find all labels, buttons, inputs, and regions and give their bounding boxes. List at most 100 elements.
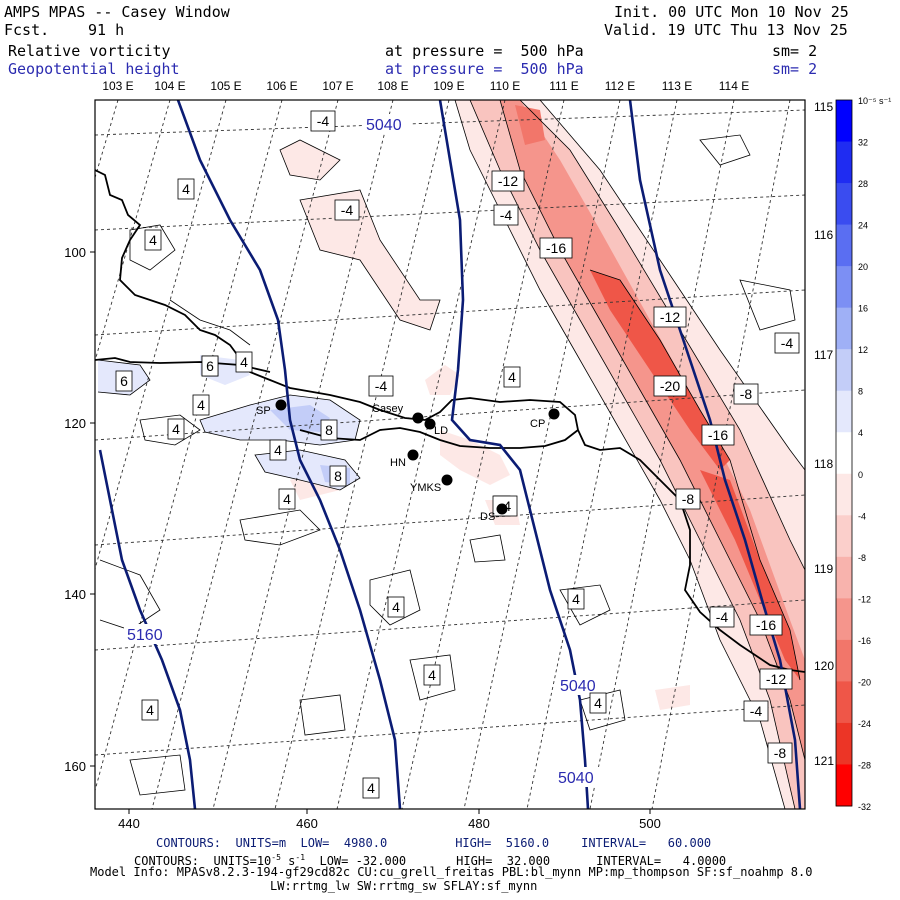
vorticity-fill-intense [590,270,730,470]
vorticity-fill-light [455,100,805,809]
vorticity-label-box [362,777,380,799]
station-label: CP [530,418,545,430]
footer-vorticity-units: CONTOURS: UNITS=10 [134,854,272,868]
vorticity-label-box [387,596,405,618]
footer-height-high: HIGH= 5160.0 [455,836,550,850]
vorticity-label-box [167,418,185,440]
footer-units-s: s [280,854,296,868]
vorticity-label: -4 [500,207,513,223]
vorticity-label-box [567,588,585,610]
forecast-hours: 91 h [88,21,125,39]
station-marker[interactable] [496,503,508,515]
vorticity-label-box [749,614,783,636]
longitude-label: 105 E [210,79,241,93]
colorbar-swatch [836,764,852,807]
vorticity-label-box [503,366,521,388]
colorbar-swatch [836,473,852,516]
station-marker[interactable] [407,449,419,461]
station-marker[interactable] [275,399,287,411]
vorticity-label: -12 [660,309,680,325]
longitude-label: 108 E [377,79,408,93]
vorticity-fill-pale-3 [425,365,460,395]
vorticity-label: 4 [392,599,400,615]
init-time: Init. 00 UTC Mon 10 Nov 25 [614,3,849,21]
vorticity-label-box [767,742,793,764]
longitude-label: 109 E [433,79,464,93]
colorbar-swatch [836,141,852,184]
vorticity-label: 8 [334,468,342,484]
colorbar-label: 16 [858,304,868,314]
colorbar-swatch [836,722,852,765]
vorticity-label: 6 [120,373,128,389]
colorbar-label: 12 [858,345,868,355]
colorbar-swatch [836,515,852,558]
footer-model-info: Model Info: MPASv8.2.3-194-gf29cd82c CU:… [90,865,813,879]
vorticity-label: -4 [341,202,354,218]
vorticity-label: 4 [197,397,205,413]
station-label: Casey [372,403,404,415]
vorticity-label: 4 [508,369,516,385]
vorticity-label-box [310,110,336,132]
vorticity-label: -4 [750,703,763,719]
height-label: 5040 [366,117,402,134]
colorbar-label: 24 [858,221,868,231]
colorbar-label: -8 [858,553,866,563]
colorbar-label: 28 [858,179,868,189]
colorbar-swatch [836,681,852,724]
field1-smoothing: sm= 2 [772,42,818,60]
x-tick-label: 440 [118,816,140,831]
station-label: SP [256,405,271,417]
height-label: 5040 [558,770,594,787]
vorticity-label-box [278,488,296,510]
vorticity-label: 4 [240,354,248,370]
colorbar-swatch [836,266,852,309]
station-marker[interactable] [412,412,424,424]
vorticity-label: 4 [149,232,157,248]
vorticity-label: 4 [572,591,580,607]
station-marker[interactable] [548,408,560,420]
x-tick-label: 500 [639,816,661,831]
footer-physics: LW:rrtmg_lw SW:rrtmg_sw SFLAY:sf_mynn [270,879,538,893]
colorbar-label: -20 [858,677,871,687]
vorticity-label: -12 [498,173,518,189]
colorbar-swatch [836,639,852,682]
vorticity-label-box [144,229,162,251]
forecast-label: Fcst. [4,21,50,39]
footer-height-low: CONTOURS: UNITS=m LOW= 4980.0 [156,836,388,850]
footer-vorticity-high: HIGH= 32.000 [456,854,551,868]
vorticity-label-box [329,465,347,487]
longitude-label: 111 E [549,79,579,93]
colorbar-swatch [836,390,852,433]
vorticity-label: 4 [146,702,154,718]
vorticity-label-box [743,700,769,722]
colorbar-label: 4 [858,428,863,438]
vorticity-label: -4 [375,378,388,394]
vorticity-label-box [774,332,800,354]
field2-smoothing: sm= 2 [772,60,818,78]
vorticity-label-box [733,383,759,405]
station-marker[interactable] [441,474,453,486]
vorticity-label-box [539,237,573,259]
meridian-line [463,100,621,809]
field2-level: at pressure = 500 hPa [385,60,584,78]
footer-height-interval: INTERVAL= 60.000 [581,836,712,850]
y-tick-label: 160 [64,759,86,774]
meridian-line [212,100,394,809]
station-marker[interactable] [424,418,436,430]
map-title: AMPS MPAS -- Casey Window [4,3,230,21]
y-tick-label: 120 [64,416,86,431]
vorticity-label-box [320,419,338,441]
colorbar-swatch [836,598,852,641]
station-label: YMKS [410,482,441,494]
footer-vorticity-contours: CONTOURS: UNITS=10-5 s-1 LOW= -32.000 HIG… [134,851,726,868]
vorticity-label: 4 [283,491,291,507]
height-label: 5040 [560,678,596,695]
vorticity-fill-pale-4 [440,430,510,485]
vorticity-label: 4 [594,695,602,711]
parallel-line [95,109,805,136]
vorticity-label-box [235,351,253,373]
vorticity-label-box [201,355,219,377]
field1-level: at pressure = 500 hPa [385,42,584,60]
meridian-line [95,100,227,571]
meridian-line [274,100,450,809]
